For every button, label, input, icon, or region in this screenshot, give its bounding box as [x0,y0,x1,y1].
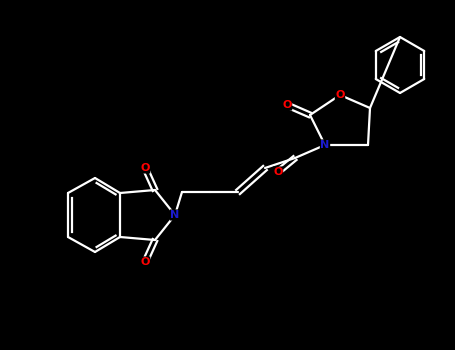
Text: O: O [140,163,150,173]
Text: O: O [273,167,283,177]
Text: O: O [335,90,345,100]
Text: N: N [170,210,180,220]
Text: O: O [282,100,292,110]
Text: O: O [140,257,150,267]
Text: N: N [320,140,329,150]
